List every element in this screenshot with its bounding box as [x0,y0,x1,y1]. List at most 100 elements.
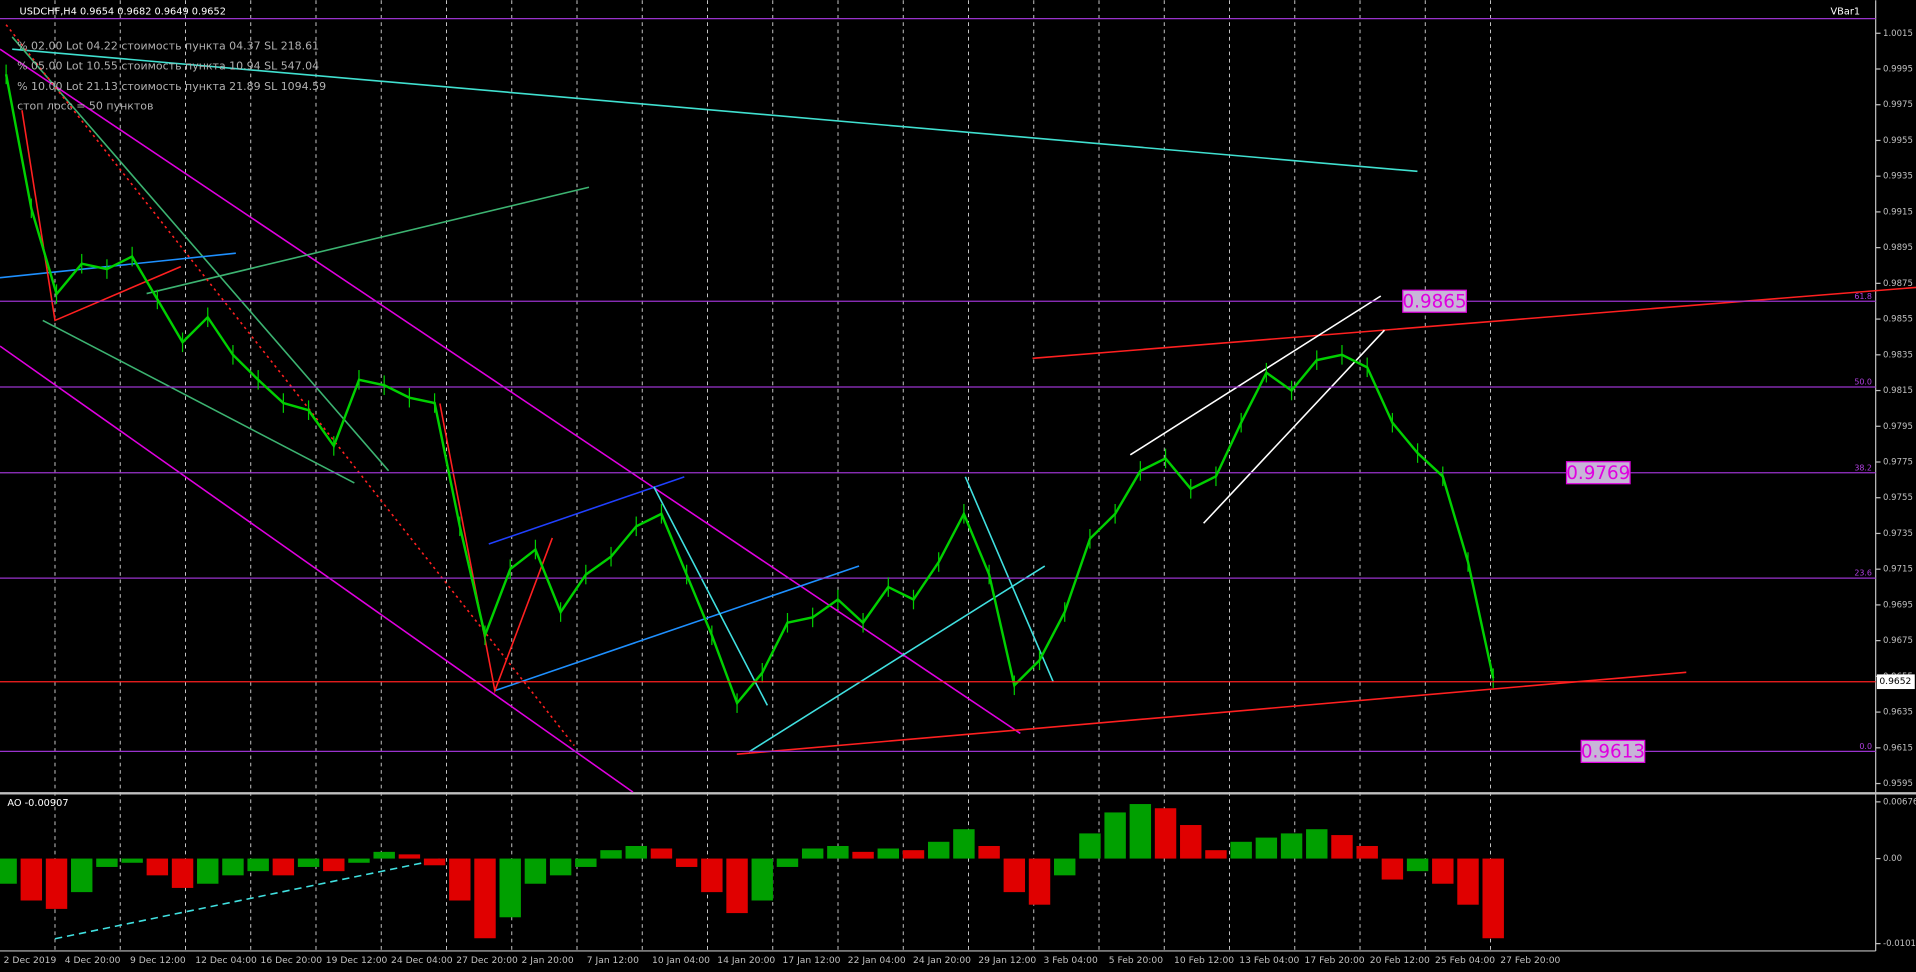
ao-bar [1381,858,1404,880]
y-tick-label: 0.9995 [1883,64,1913,74]
ao-bar [96,858,118,867]
ao-bar [45,858,68,909]
x-tick-label: 4 Dec 20:00 [65,955,121,966]
trendline [439,403,554,694]
ao-bar [297,858,320,867]
x-tick-label: 2 Dec 2019 [4,955,57,966]
ao-bar [1079,833,1101,859]
symbol-header: USDCHF,H4 0.9654 0.9682 0.9649 0.9652 [20,6,226,17]
fib-level-label: 0.0 [1859,742,1872,751]
x-tick-label: 17 Feb 20:00 [1305,955,1365,966]
y-tick-label: 0.9795 [1883,422,1913,432]
ao-title: AO -0.00907 [7,798,68,809]
price-line [4,74,1495,706]
x-tick-label: 12 Dec 04:00 [195,955,257,966]
y-tick-label: 0.9695 [1883,600,1913,610]
trendline [488,476,685,545]
y-tick-label: 0.9915 [1883,207,1913,217]
fib-level-label: 38.2 [1854,463,1872,472]
ao-bar [625,845,647,859]
x-tick-label: 25 Feb 04:00 [1435,955,1495,966]
indicator-name: VBar1 [1830,6,1860,17]
x-tick-label: 10 Feb 12:00 [1174,955,1234,966]
ao-bar [549,858,572,876]
ao-bar [0,858,17,884]
ao-bar [398,854,421,859]
x-tick-label: 16 Dec 20:00 [261,955,323,966]
x-tick-label: 2 Jan 20:00 [522,955,574,966]
ao-bar [1306,829,1328,859]
x-tick-label: 24 Dec 04:00 [391,955,453,966]
ao-bar [1255,837,1278,859]
x-tick-label: 19 Dec 12:00 [326,955,388,966]
x-tick-label: 22 Jan 04:00 [848,955,906,966]
x-tick-label: 27 Dec 20:00 [456,955,518,966]
ao-bar [675,858,698,867]
trendline [736,671,1687,756]
y-tick-label: 0.9635 [1883,708,1913,718]
trendline [494,565,860,692]
ao-bar [222,858,244,876]
y-tick-label: 1.0015 [1883,29,1913,39]
fib-level-label: 23.6 [1854,569,1872,578]
ao-bar [20,858,43,901]
ao-bar [701,858,723,893]
ao-bar [373,851,395,859]
trendline [146,186,590,295]
trendline [653,486,769,706]
ao-bar [1003,858,1026,893]
ao-bar [751,858,773,901]
y-tick-label: 0.9755 [1883,493,1913,503]
ao-bar [1356,845,1378,859]
ao-bar [247,858,269,872]
trendline [12,48,1418,173]
ao-bar [1154,808,1177,859]
ao-bar [852,851,874,859]
x-tick-label: 17 Jan 12:00 [783,955,841,966]
ao-bar [1457,858,1479,905]
ao-bar [1129,804,1152,859]
ao-bar [801,848,824,859]
y-tick-label: 0.9955 [1883,136,1913,146]
y-tick-label: 0.9875 [1883,279,1913,289]
y-tick-label: 0.9775 [1883,457,1913,467]
y-tick-label: 0.9675 [1883,636,1913,646]
y-tick-label: 0.9715 [1883,565,1913,575]
x-tick-label: 24 Jan 20:00 [913,955,971,966]
ao-bar [171,858,194,888]
info-line: стоп лосс = 50 пунктов [17,100,153,113]
x-tick-label: 20 Feb 12:00 [1370,955,1430,966]
y-tick-label: -0.01014 [1883,939,1916,949]
fib-level-label: 50.0 [1854,378,1872,387]
price-box [1402,289,1467,313]
ao-bar [827,845,849,859]
ao-bar [323,858,345,872]
trendline [0,345,634,793]
trendline [1203,329,1386,524]
y-tick-label: 0.9815 [1883,386,1913,396]
ao-bar [1205,850,1227,859]
ao-bar [1406,858,1429,872]
y-tick-label: 0.9975 [1883,100,1913,110]
price-box [1580,739,1646,763]
ao-bar [927,841,950,859]
ao-bar [978,845,1000,859]
trendline [1129,295,1382,456]
y-tick-label: 0.00676 [1883,797,1916,807]
trendline [21,110,182,322]
x-tick-label: 7 Jan 12:00 [587,955,639,966]
y-tick-label: 0.9735 [1883,529,1913,539]
ao-bar [499,858,521,918]
y-tick-label: 0.9855 [1883,315,1913,325]
y-tick-label: 0.9935 [1883,172,1913,182]
info-line: % 05.00 Lot 10.55 стоимость пункта 10.94… [17,59,319,72]
trendline [0,48,1021,735]
ao-bar [575,858,597,867]
x-tick-label: 14 Jan 20:00 [717,955,775,966]
trendline [54,858,441,940]
trendline [1032,286,1916,360]
x-tick-label: 9 Dec 12:00 [130,955,186,966]
ao-bar [650,848,673,859]
